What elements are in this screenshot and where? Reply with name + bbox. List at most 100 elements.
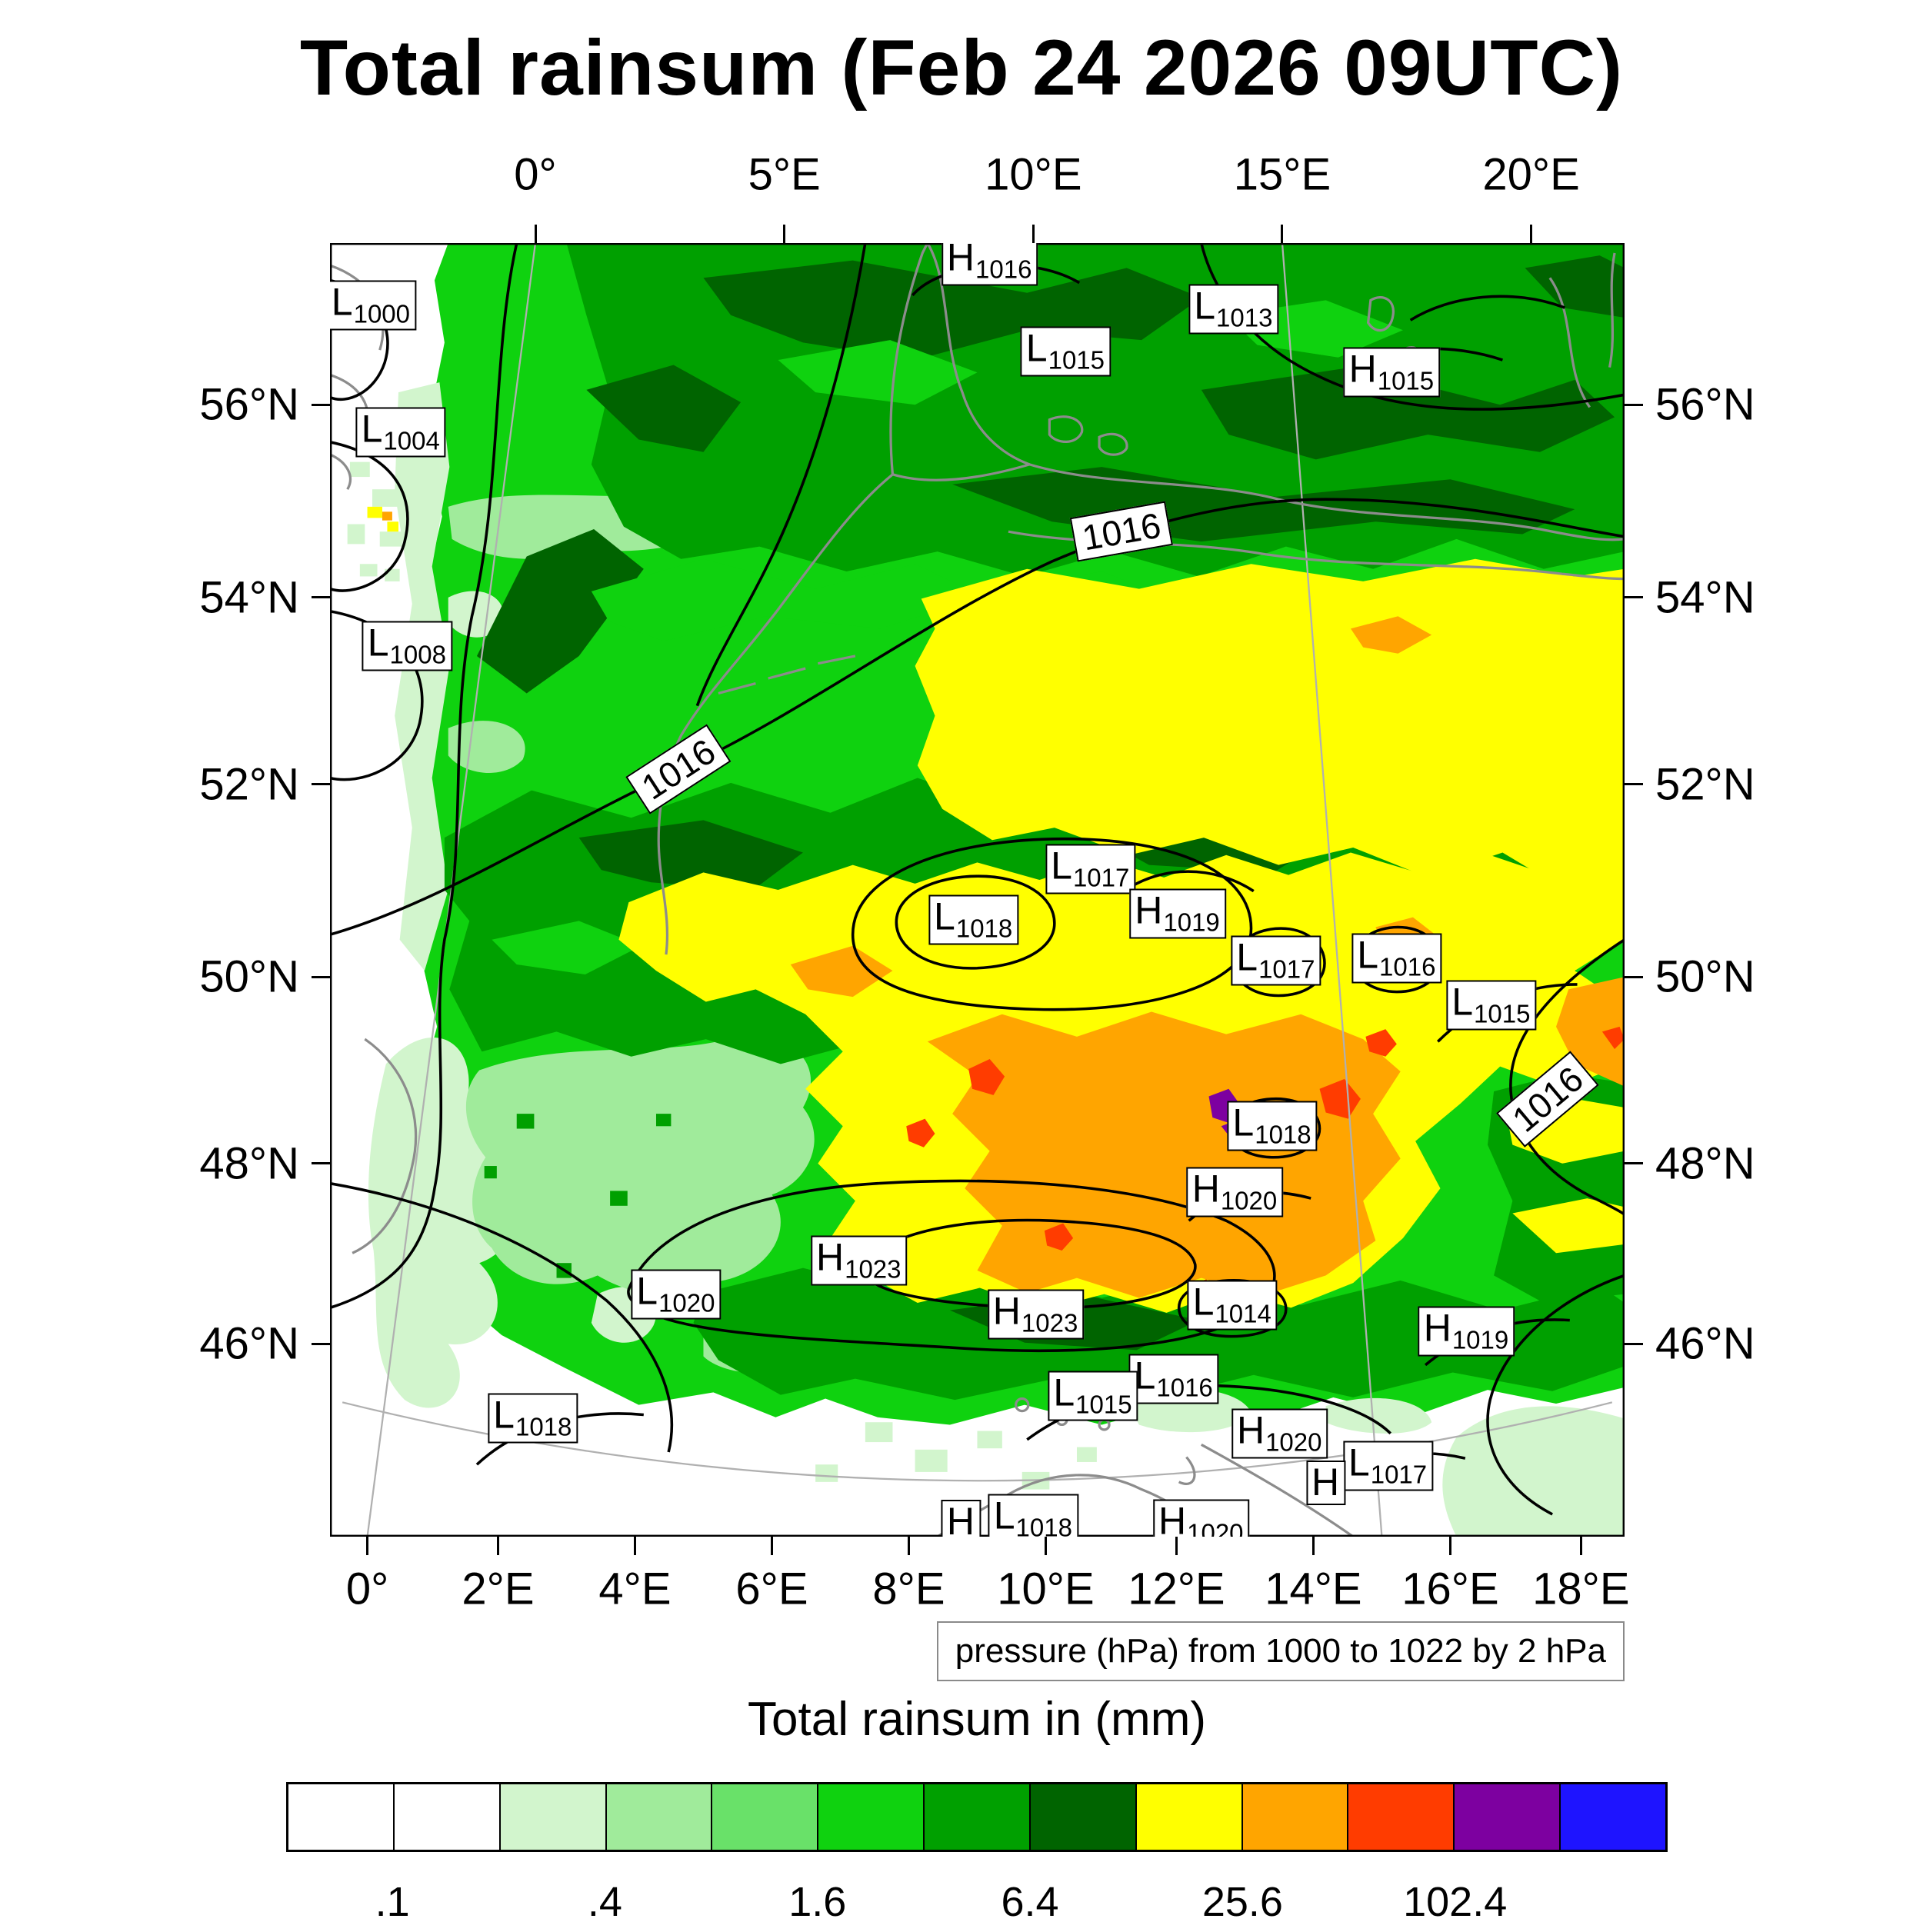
lon-label-top: 0° — [514, 149, 557, 200]
pressure-letter: L — [1451, 980, 1474, 1024]
pressure-letter: L — [367, 621, 389, 665]
pressure-center-label: L 1018 — [988, 1494, 1078, 1537]
lon-label-bottom: 16°E — [1401, 1564, 1499, 1614]
lon-label-bottom: 2°E — [462, 1564, 535, 1614]
pressure-value: 1019 — [1163, 908, 1220, 937]
pressure-letter: H — [1135, 888, 1163, 932]
lat-label-left: 54°N — [199, 572, 299, 623]
lon-label-bottom: 14°E — [1265, 1564, 1362, 1614]
colorbar-cell — [923, 1784, 1029, 1850]
axis-tick — [312, 783, 330, 786]
pressure-center-label: L 1015 — [1020, 326, 1111, 377]
axis-tick — [633, 1537, 636, 1555]
pressure-letter: H — [1348, 347, 1377, 391]
colorbar-tick-label: 102.4 — [1403, 1879, 1508, 1925]
colorbar-cell — [1347, 1784, 1454, 1850]
axis-tick — [312, 403, 330, 406]
colorbar-cell — [711, 1784, 818, 1850]
pressure-letter: L — [993, 1494, 1015, 1537]
pressure-letter: H — [1191, 1167, 1220, 1211]
colorbar-cell — [817, 1784, 924, 1850]
pressure-value: 1016 — [1156, 1373, 1213, 1402]
pressure-value: 1017 — [1258, 954, 1315, 984]
pressure-center-label: L 1016 — [1128, 1354, 1219, 1404]
lat-label-left: 46°N — [199, 1318, 299, 1369]
colorbar-cell — [498, 1784, 605, 1850]
colorbar-cell — [605, 1784, 712, 1850]
colorbar — [286, 1782, 1668, 1852]
axis-tick — [770, 1537, 773, 1555]
axis-tick — [1625, 783, 1643, 786]
pressure-letter: L — [934, 894, 955, 938]
pressure-letter: L — [1236, 935, 1258, 979]
axis-tick — [1625, 403, 1643, 406]
pressure-value: 1015 — [1075, 1390, 1132, 1419]
pressure-center-label: H 1023 — [810, 1235, 908, 1286]
pressure-letter: L — [636, 1269, 658, 1313]
axis-tick — [907, 1537, 910, 1555]
pressure-center-label: H — [941, 1499, 981, 1537]
pressure-letter: H — [946, 243, 975, 279]
colorbar-tick-label: 25.6 — [1201, 1879, 1283, 1925]
pressure-value: 1020 — [1265, 1427, 1322, 1457]
pressure-center-label: L 1020 — [631, 1269, 722, 1320]
axis-tick — [783, 225, 786, 243]
pressure-letter: L — [1025, 326, 1048, 370]
pressure-center-label: H 1019 — [1129, 888, 1226, 939]
axis-tick — [534, 225, 537, 243]
pressure-value: 1017 — [1370, 1460, 1428, 1489]
pressure-letter: L — [361, 407, 383, 451]
isobar-label: 1016 — [1495, 1050, 1599, 1148]
lon-label-bottom: 0° — [345, 1564, 389, 1614]
pressure-center-label: L 1018 — [1227, 1101, 1318, 1151]
colorbar-cell — [288, 1784, 393, 1850]
pressure-center-label: H 1023 — [987, 1289, 1085, 1339]
colorbar-tick-label: .4 — [587, 1879, 622, 1925]
colorbar-labels: .1 .4 1.6 6.4 25.6 102.4 — [0, 1878, 1923, 1932]
lat-label-left: 48°N — [199, 1138, 299, 1189]
pressure-center-label: H 1020 — [1153, 1499, 1250, 1537]
colorbar-cell — [392, 1784, 499, 1850]
pressure-center-label: L 1017 — [1045, 844, 1136, 894]
lat-label-left: 52°N — [199, 759, 299, 810]
colorbar-cell — [1241, 1784, 1348, 1850]
pressure-center-label: L 1013 — [1188, 284, 1279, 335]
lon-label-bottom: 8°E — [872, 1564, 945, 1614]
axis-tick — [1281, 225, 1284, 243]
lon-label-bottom: 6°E — [735, 1564, 808, 1614]
pressure-value: 1000 — [353, 299, 411, 328]
lon-label-top: 20°E — [1482, 149, 1580, 200]
axis-tick — [312, 596, 330, 599]
pressure-letter: H — [815, 1235, 845, 1279]
lat-label-right: 48°N — [1655, 1138, 1755, 1189]
axis-tick — [1045, 1537, 1047, 1555]
pressure-center-label: H — [1306, 1461, 1346, 1506]
pressure-center-label: L 1000 — [330, 280, 417, 331]
axis-tick — [496, 1537, 499, 1555]
axis-tick — [1625, 596, 1643, 599]
colorbar-cell — [1559, 1784, 1665, 1850]
pressure-center-label: H 1020 — [1186, 1167, 1284, 1217]
axis-tick — [1530, 225, 1533, 243]
pressure-letter: H — [1311, 1461, 1340, 1504]
pressure-letter: H — [992, 1289, 1021, 1332]
pressure-letter: L — [1348, 1441, 1370, 1484]
pressure-value: 1018 — [955, 914, 1013, 943]
pressure-center-label: H 1015 — [1343, 347, 1441, 398]
pressure-center-label: H 1019 — [1418, 1306, 1515, 1357]
lat-label-right: 46°N — [1655, 1318, 1755, 1369]
lat-label-right: 52°N — [1655, 759, 1755, 810]
pressure-center-label: L 1017 — [1231, 935, 1321, 986]
colorbar-cell — [1028, 1784, 1135, 1850]
pressure-center-label: L 1018 — [488, 1393, 578, 1444]
lat-label-right: 54°N — [1655, 572, 1755, 623]
axis-tick — [1625, 1342, 1643, 1345]
pressure-labels-layer: H 1016 L 1000 L 1013 L 1015 H 1015 L 1004 1016 L 1008 1… — [330, 243, 1625, 1537]
lat-label-right: 56°N — [1655, 379, 1755, 430]
pressure-value: 1017 — [1072, 863, 1130, 891]
lon-label-bottom: 4°E — [598, 1564, 672, 1614]
pressure-value: 1014 — [1215, 1299, 1271, 1328]
pressure-letter: H — [946, 1499, 975, 1537]
pressure-center-label: L 1015 — [1048, 1371, 1138, 1421]
pressure-center-label: L 1015 — [1446, 980, 1537, 1031]
